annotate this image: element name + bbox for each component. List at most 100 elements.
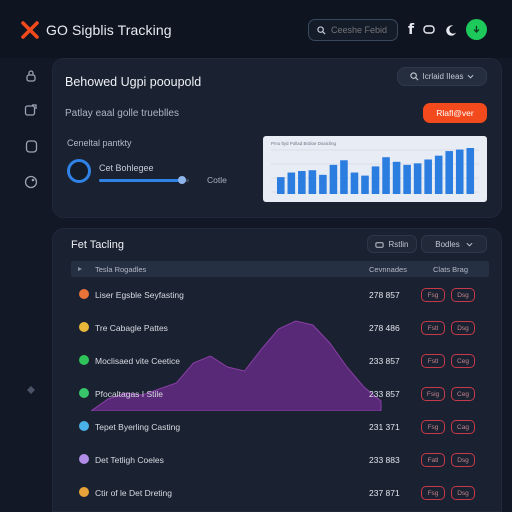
- mini-chart-svg: Pmo ltyd Pollad Brdioe Dsaicling: [271, 141, 479, 194]
- panel-title: Behowed Ugpi pooupold: [65, 75, 202, 89]
- panel-subtitle: Patlay eaal golle trueblles: [65, 108, 179, 119]
- area-chart: [91, 320, 382, 411]
- mini-chart-bar: [445, 151, 453, 194]
- row-name: Liser Egsble Seyfasting: [95, 290, 184, 300]
- column-header[interactable]: Cevnnades: [369, 265, 407, 274]
- row-delete-button[interactable]: Dsg: [451, 486, 475, 500]
- search-input[interactable]: [331, 25, 391, 35]
- facebook-icon[interactable]: f: [407, 22, 415, 38]
- row-delete-button[interactable]: Ceg: [451, 387, 475, 401]
- row-count: 278 486: [369, 323, 400, 333]
- area-series: [91, 320, 382, 411]
- row-status-icon: [79, 322, 89, 332]
- row-status-icon: [79, 289, 89, 299]
- search-icon: [317, 25, 326, 35]
- row-name: Pfocaltagas I Stile: [95, 389, 164, 399]
- clipboard-icon[interactable]: [23, 138, 39, 154]
- mini-chart-bar: [277, 177, 285, 194]
- table-panel: Fet Tacling Rstlin Bodles Tesla Rogadles…: [52, 228, 502, 512]
- table-row[interactable]: Tre Cabagle Pattes 278 486 Fstl Dsg: [71, 312, 489, 345]
- x-logo-icon[interactable]: [20, 20, 40, 40]
- chevron-down-icon: [466, 242, 473, 247]
- progress-slider[interactable]: [99, 176, 189, 184]
- row-delete-button[interactable]: Cag: [451, 420, 475, 434]
- table-row[interactable]: Ctir of le Det Dreting 237 871 Fsg Dsg: [71, 477, 489, 510]
- mini-chart-bar: [287, 172, 296, 194]
- row-delete-button[interactable]: Dsg: [451, 453, 475, 467]
- row-delete-button[interactable]: Ceg: [451, 354, 475, 368]
- mini-chart-bar: [361, 175, 369, 194]
- mini-bar-chart: Pmo ltyd Pollad Brdioe Dsaicling: [263, 136, 487, 202]
- row-count: 237 871: [369, 488, 400, 498]
- filter-dropdown-label: Bodles: [435, 239, 460, 249]
- edit-icon[interactable]: [23, 102, 39, 118]
- globe-icon[interactable]: [23, 174, 39, 190]
- row-status-icon: [79, 421, 89, 431]
- mini-chart-bar: [413, 163, 422, 194]
- download-icon: [473, 25, 480, 33]
- ring-label: Cet Bohlegee: [99, 163, 154, 173]
- primary-action-button[interactable]: Rlafl@ver: [423, 103, 487, 123]
- row-flag-button[interactable]: Fatl: [421, 453, 445, 467]
- row-flag-button[interactable]: Fstl: [421, 354, 445, 368]
- mini-chart-bar: [319, 174, 327, 194]
- print-button-label: Rstlin: [388, 239, 409, 249]
- mini-chart-bar: [371, 166, 380, 194]
- row-name: Tepet Byerling Casting: [95, 422, 181, 432]
- mini-chart-bar: [329, 164, 338, 194]
- row-count: 233 883: [369, 455, 400, 465]
- theme-icon[interactable]: [442, 21, 460, 39]
- mini-chart-bar: [434, 155, 443, 194]
- row-count: 278 857: [369, 290, 400, 300]
- row-flag-button[interactable]: Fsg: [421, 420, 445, 434]
- column-header[interactable]: Tesla Rogadles: [95, 265, 147, 274]
- chevron-down-icon: [467, 74, 474, 79]
- row-count: 233 857: [369, 356, 400, 366]
- row-status-icon: [79, 388, 89, 398]
- tracking-table: Tesla Rogadles Cevnnades Clats Brag Lise…: [71, 261, 489, 512]
- search-box[interactable]: [308, 19, 398, 41]
- table-row[interactable]: Pfocaltagas I Stile 233 857 Fsig Ceg: [71, 378, 489, 411]
- table-row[interactable]: Liser Egsble Seyfasting 278 857 Fsg Dsg: [71, 279, 489, 312]
- row-flag-button[interactable]: Fsg: [421, 486, 445, 500]
- table-row[interactable]: Tepet Byerling Casting 231 371 Fsg Cag: [71, 411, 489, 444]
- mini-chart-bar: [308, 170, 317, 194]
- mini-chart-bar: [466, 148, 475, 194]
- row-flag-button[interactable]: Fsig: [421, 387, 445, 401]
- row-count: 233 857: [369, 389, 400, 399]
- table-row[interactable]: Det Tetligh Coeles 233 883 Fatl Dsg: [71, 444, 489, 477]
- row-name: Det Tetligh Coeles: [95, 455, 164, 465]
- lock-icon[interactable]: [23, 68, 39, 84]
- summary-panel: Behowed Ugpi pooupold Icrlaid IIeas Patl…: [52, 58, 502, 218]
- row-status-icon: [79, 355, 89, 365]
- filter-dropdown[interactable]: Bodles: [421, 235, 487, 253]
- progress-label: Ceneltal pantkty: [67, 138, 132, 148]
- search-icon: [409, 72, 419, 81]
- app-title: GO Sigblis Tracking: [46, 22, 172, 38]
- table-row[interactable]: Moclisaed vite Ceetice 233 857 Fstl Ceg: [71, 345, 489, 378]
- mini-chart-bar: [455, 149, 464, 194]
- printer-icon: [375, 241, 385, 248]
- slider-thumb[interactable]: [177, 176, 186, 184]
- row-delete-button[interactable]: Dsg: [451, 288, 475, 302]
- row-flag-button[interactable]: Fsg: [421, 288, 445, 302]
- diamond-icon[interactable]: [23, 382, 39, 398]
- row-delete-button[interactable]: Dsg: [451, 321, 475, 335]
- slider-value-label: Cotle: [207, 175, 227, 185]
- row-name: Moclisaed vite Ceetice: [95, 356, 181, 366]
- column-header[interactable]: Clats Brag: [433, 265, 469, 274]
- print-button[interactable]: Rstlin: [367, 235, 417, 253]
- row-status-icon: [79, 487, 89, 497]
- mini-chart-bar: [382, 157, 390, 194]
- row-count: 231 371: [369, 422, 400, 432]
- filter-pill-button[interactable]: Icrlaid IIeas: [397, 67, 487, 86]
- mini-chart-bar: [392, 161, 401, 194]
- mini-chart-bar: [350, 172, 359, 194]
- mini-chart-header: Pmo ltyd Pollad Brdioe Dsaicling: [271, 141, 337, 146]
- row-name: Ctir of le Det Dreting: [95, 488, 172, 498]
- mini-chart-bar: [340, 160, 348, 194]
- filter-pill-label: Icrlaid IIeas: [422, 72, 464, 81]
- row-flag-button[interactable]: Fstl: [421, 321, 445, 335]
- chat-icon[interactable]: [420, 21, 438, 39]
- user-avatar[interactable]: [466, 19, 487, 40]
